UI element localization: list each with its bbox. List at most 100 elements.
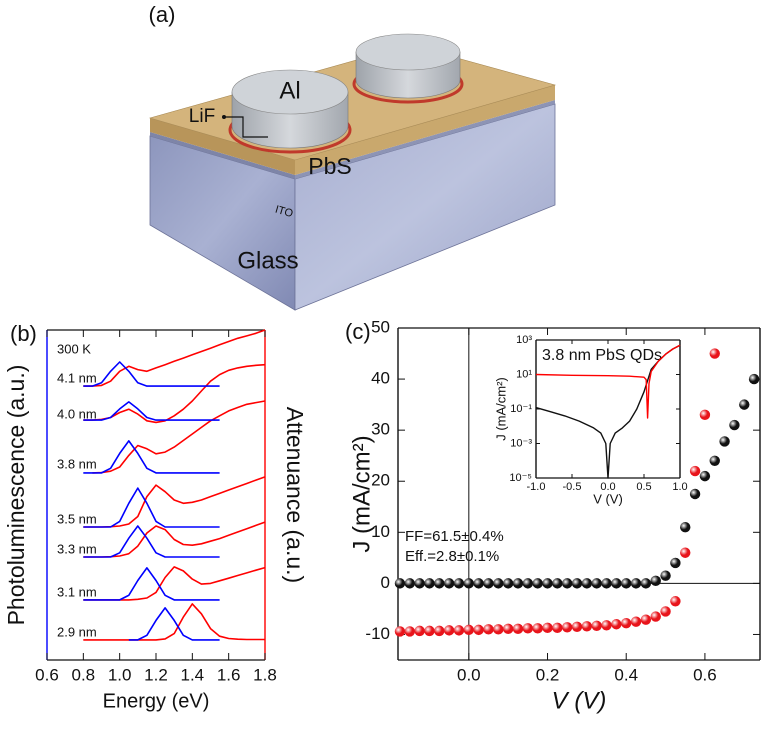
- data-point: [414, 578, 425, 589]
- y-tick-label: 10⁻¹: [510, 403, 532, 415]
- y-tick-label: 10⁻³: [510, 437, 532, 449]
- line-series: [83, 363, 266, 424]
- data-point: [621, 618, 632, 629]
- data-point: [611, 619, 622, 630]
- data-point: [581, 578, 593, 589]
- x-tick-label: 1.0: [108, 665, 132, 684]
- y-tick-label: 50: [371, 317, 390, 336]
- data-point: [640, 578, 652, 589]
- data-point: [443, 625, 455, 636]
- data-point: [670, 596, 681, 607]
- data-point: [512, 578, 524, 589]
- y-tick-label: -10: [365, 624, 390, 643]
- y-axis-label: J (mA/cm²): [493, 377, 508, 441]
- x-tick-label: 1.0: [672, 481, 687, 493]
- x-tick-label: -0.5: [563, 481, 582, 493]
- x-tick-label: 1.8: [253, 665, 277, 684]
- y-tick-label: 10¹: [516, 368, 532, 380]
- data-point: [709, 348, 720, 359]
- data-point: [552, 578, 563, 589]
- data-point: [473, 624, 484, 636]
- x-tick-label: 0.6: [693, 665, 717, 684]
- data-point: [571, 621, 583, 632]
- line-series: [535, 344, 681, 419]
- line-series: [83, 476, 266, 528]
- line-series: [83, 566, 266, 601]
- data-point: [532, 578, 543, 589]
- data-point: [748, 373, 760, 385]
- data-point: [581, 621, 593, 632]
- y-tick-label: 10³: [516, 334, 532, 346]
- annotation: 3.5 nm: [57, 511, 97, 526]
- data-point: [729, 419, 740, 431]
- annotation: 4.0 nm: [57, 406, 97, 421]
- x-tick-label: 1.6: [217, 665, 241, 684]
- annotation: 3.3 nm: [57, 541, 97, 556]
- annotation: 3.8 nm: [57, 456, 97, 471]
- layer-label: PbS: [308, 153, 351, 179]
- line-series: [83, 401, 220, 421]
- pbs-side: [295, 85, 555, 175]
- data-point: [670, 557, 681, 569]
- line-series: [83, 440, 220, 474]
- data-point: [424, 578, 435, 589]
- lif-pointer: [224, 116, 268, 138]
- x-tick-label: 0.2: [536, 665, 560, 684]
- data-point: [502, 578, 514, 589]
- annotation: 3.1 nm: [57, 584, 97, 599]
- y-tick-label: 40: [371, 369, 390, 388]
- data-point: [611, 578, 622, 589]
- data-point: [434, 625, 445, 637]
- data-point: [532, 623, 543, 634]
- annotation: 4.1 nm: [57, 370, 97, 385]
- line-series: [83, 567, 220, 601]
- data-point: [699, 409, 711, 421]
- y-tick-label: 20: [371, 471, 390, 490]
- ito-side: [295, 100, 555, 179]
- annotation: FF=61.5±0.4%: [405, 528, 504, 545]
- data-point: [394, 578, 406, 589]
- data-point: [542, 622, 553, 634]
- line-series: [128, 607, 220, 641]
- y-axis-label: Photoluminescence (a.u.): [3, 365, 29, 626]
- y-tick-label: 30: [371, 420, 390, 439]
- data-point: [493, 624, 504, 635]
- layer-label: Glass: [237, 247, 298, 274]
- inset-title: 3.8 nm PbS QDs: [542, 347, 662, 364]
- data-point: [434, 578, 445, 589]
- data-point: [630, 616, 642, 627]
- y2-axis-label: Attenuance (a.u.): [282, 407, 308, 583]
- data-point: [443, 578, 455, 589]
- layer-label: ITO: [274, 204, 295, 221]
- data-point: [621, 578, 632, 589]
- ito-front: [150, 132, 295, 179]
- data-point: [542, 578, 553, 589]
- data-point: [601, 620, 612, 631]
- data-point: [680, 547, 691, 558]
- x-tick-label: 1.2: [144, 665, 168, 684]
- al-disk-top: [355, 33, 461, 71]
- data-point: [561, 578, 573, 589]
- x-tick-label: 0.0: [457, 665, 481, 684]
- data-point: [512, 623, 524, 635]
- data-point: [660, 606, 671, 617]
- data-point: [483, 578, 494, 589]
- data-point: [630, 578, 642, 589]
- data-point: [473, 578, 484, 589]
- data-point: [680, 522, 691, 533]
- x-tick-label: -1.0: [527, 481, 546, 493]
- data-point: [404, 626, 416, 637]
- x-tick-label: 0.8: [72, 665, 96, 684]
- data-point: [463, 624, 475, 636]
- data-point: [453, 578, 465, 589]
- data-point: [453, 625, 465, 636]
- data-point: [424, 625, 435, 637]
- data-point: [601, 578, 612, 589]
- glass-side: [294, 103, 556, 311]
- lif-pointer-dot: [222, 115, 226, 119]
- layer-label: Al: [279, 77, 300, 104]
- data-point: [561, 622, 573, 633]
- data-point: [719, 436, 730, 447]
- annotation: 2.9 nm: [57, 624, 97, 639]
